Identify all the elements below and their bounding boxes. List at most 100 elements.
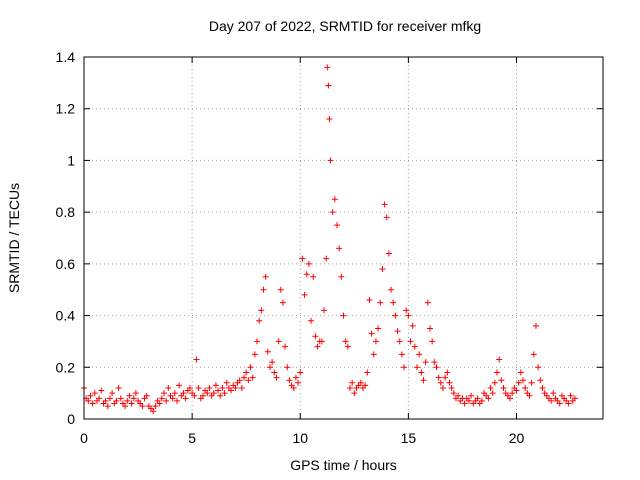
data-point bbox=[193, 356, 200, 363]
data-point bbox=[474, 395, 481, 402]
data-point bbox=[223, 379, 230, 386]
data-point bbox=[210, 390, 217, 397]
data-point bbox=[215, 387, 222, 394]
data-point bbox=[89, 400, 96, 407]
data-point bbox=[331, 196, 338, 203]
data-point bbox=[370, 351, 377, 358]
data-point bbox=[530, 351, 537, 358]
data-point bbox=[532, 322, 539, 329]
data-point bbox=[513, 387, 520, 394]
data-point bbox=[277, 286, 284, 293]
data-point bbox=[180, 390, 187, 397]
data-point bbox=[117, 395, 124, 402]
data-point bbox=[517, 369, 524, 376]
data-point bbox=[411, 343, 418, 350]
x-tick-label: 15 bbox=[401, 430, 417, 446]
data-point bbox=[264, 348, 271, 355]
data-point bbox=[485, 395, 492, 402]
data-point bbox=[431, 359, 438, 366]
data-point bbox=[535, 364, 542, 371]
data-point bbox=[286, 377, 293, 384]
data-point bbox=[102, 397, 109, 404]
data-point bbox=[299, 255, 306, 262]
y-tick-label: 0.8 bbox=[56, 204, 76, 220]
data-point bbox=[169, 395, 176, 402]
data-point bbox=[109, 390, 116, 397]
data-point bbox=[251, 351, 258, 358]
data-point bbox=[206, 384, 213, 391]
data-point bbox=[256, 317, 263, 324]
data-point bbox=[465, 397, 472, 404]
data-point bbox=[435, 374, 442, 381]
data-point bbox=[420, 377, 427, 384]
data-point bbox=[429, 338, 436, 345]
data-point bbox=[217, 392, 224, 399]
data-point bbox=[324, 64, 331, 71]
x-tick-label: 5 bbox=[188, 430, 196, 446]
data-point bbox=[528, 379, 535, 386]
data-point bbox=[312, 333, 319, 340]
data-point bbox=[550, 390, 557, 397]
data-point bbox=[199, 392, 206, 399]
y-tick-label: 0.4 bbox=[56, 308, 76, 324]
data-point bbox=[113, 397, 120, 404]
data-point bbox=[377, 299, 384, 306]
data-point bbox=[567, 392, 574, 399]
data-point bbox=[422, 359, 429, 366]
data-point bbox=[236, 377, 243, 384]
data-point bbox=[290, 384, 297, 391]
data-point bbox=[326, 116, 333, 123]
data-point bbox=[392, 312, 399, 319]
data-point bbox=[85, 397, 92, 404]
data-point bbox=[247, 364, 254, 371]
data-point bbox=[96, 395, 103, 402]
data-point bbox=[106, 395, 113, 402]
data-point bbox=[336, 245, 343, 252]
data-point bbox=[394, 328, 401, 335]
data-point bbox=[305, 260, 312, 267]
axis-ticks: 0 0.2 0.4 0.6 0.8 1 1.2 1.4 0 5 10 15 20 bbox=[56, 49, 603, 446]
data-point bbox=[437, 379, 444, 386]
data-point bbox=[340, 312, 347, 319]
data-point bbox=[128, 400, 135, 407]
y-tick-label: 1.4 bbox=[56, 49, 76, 65]
x-tick-label: 0 bbox=[80, 430, 88, 446]
data-point bbox=[156, 400, 163, 407]
data-point bbox=[379, 266, 386, 273]
data-point bbox=[565, 400, 572, 407]
data-point bbox=[327, 157, 334, 164]
data-point bbox=[266, 364, 273, 371]
data-point bbox=[342, 338, 349, 345]
y-tick-label: 0 bbox=[67, 411, 75, 427]
data-point bbox=[405, 312, 412, 319]
data-point bbox=[409, 322, 416, 329]
data-point bbox=[232, 384, 239, 391]
data-point bbox=[515, 379, 522, 386]
data-point bbox=[390, 299, 397, 306]
data-point bbox=[163, 397, 170, 404]
data-point bbox=[139, 403, 146, 410]
data-point bbox=[381, 201, 388, 208]
data-point bbox=[548, 397, 555, 404]
data-point bbox=[455, 392, 462, 399]
data-point bbox=[500, 384, 507, 391]
data-point bbox=[509, 390, 516, 397]
data-point bbox=[165, 384, 172, 391]
data-point bbox=[245, 377, 252, 384]
data-point bbox=[292, 374, 299, 381]
data-point bbox=[364, 369, 371, 376]
data-point bbox=[334, 222, 341, 229]
data-point bbox=[212, 382, 219, 389]
data-point bbox=[407, 338, 414, 345]
data-point bbox=[173, 397, 180, 404]
data-point bbox=[124, 397, 131, 404]
data-point bbox=[271, 369, 278, 376]
data-points bbox=[81, 64, 578, 415]
data-point bbox=[539, 384, 546, 391]
data-point bbox=[186, 384, 193, 391]
data-point bbox=[424, 299, 431, 306]
data-point bbox=[221, 390, 228, 397]
chart-title: Day 207 of 2022, SRMTID for receiver mfk… bbox=[208, 18, 482, 34]
data-point bbox=[204, 390, 211, 397]
